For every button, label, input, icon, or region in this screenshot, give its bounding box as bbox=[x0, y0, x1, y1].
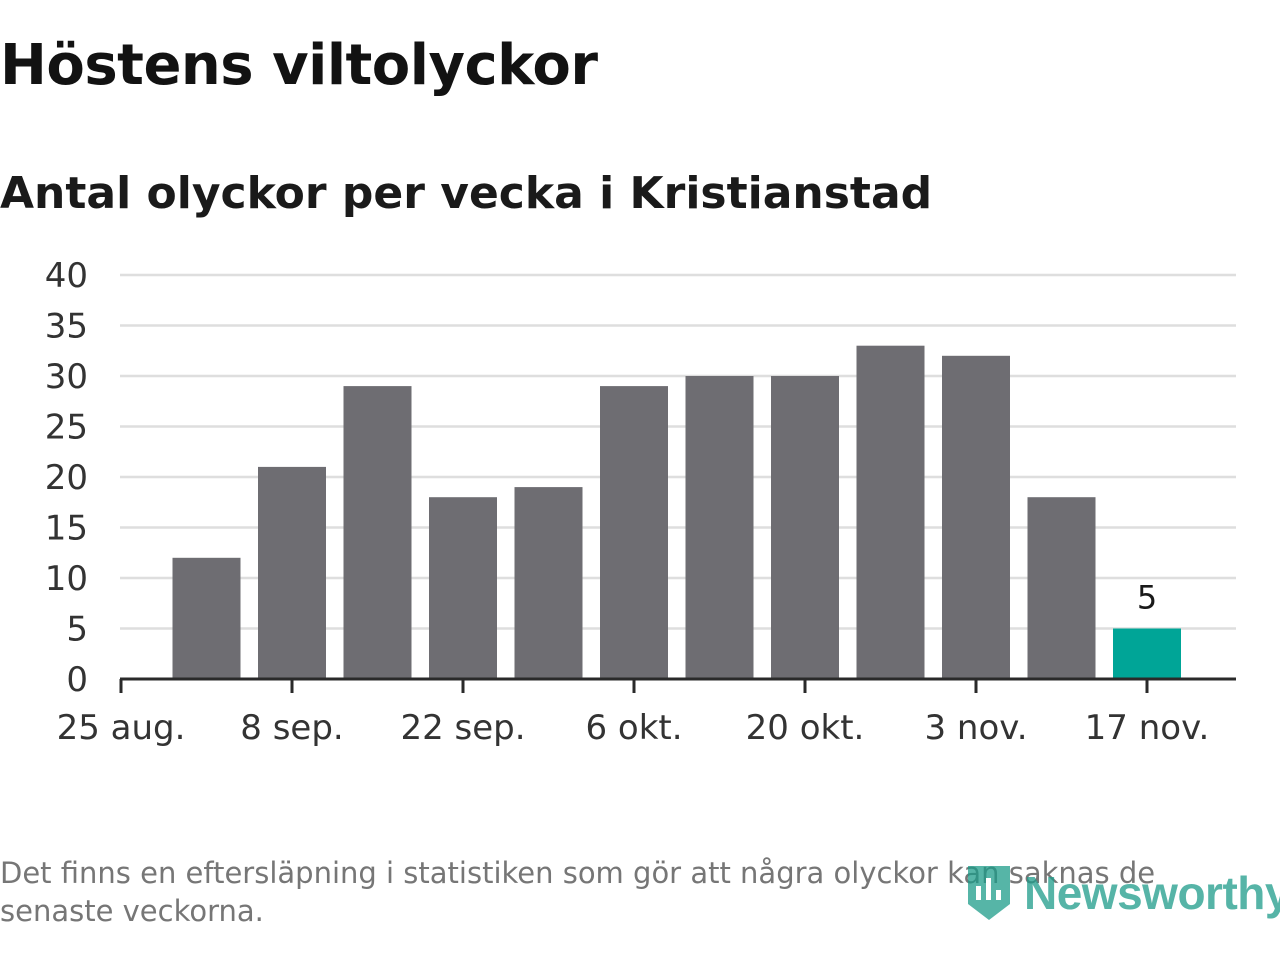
brand-logo: Newsworthy bbox=[962, 860, 1280, 926]
bar-value-label: 5 bbox=[1137, 579, 1157, 617]
bar bbox=[343, 386, 412, 679]
bars bbox=[172, 345, 1181, 679]
x-tick-label: 20 okt. bbox=[746, 708, 865, 748]
y-tick-label: 10 bbox=[45, 559, 88, 599]
bar bbox=[685, 376, 754, 679]
x-tick-label: 3 nov. bbox=[924, 708, 1027, 748]
footnote: Det finns en eftersläpning i statistiken… bbox=[0, 856, 1156, 928]
x-tick-label: 6 okt. bbox=[585, 708, 682, 748]
x-tick-label: 25 aug. bbox=[57, 708, 186, 748]
brand-name: Newsworthy bbox=[1024, 867, 1280, 919]
y-axis-ticks: 0 5 10 15 20 25 30 35 40 bbox=[45, 256, 88, 700]
bar bbox=[172, 557, 241, 679]
bar bbox=[258, 466, 326, 679]
chart-title: Höstens viltolyckor bbox=[0, 33, 598, 98]
bar-chart: 0 5 10 15 20 25 30 35 40 5 25 aug. 8 sep. 22 sep. 6… bbox=[45, 256, 1236, 748]
newsworthy-logo-icon bbox=[968, 866, 1010, 920]
bar bbox=[942, 355, 1010, 679]
bar bbox=[771, 376, 839, 679]
bar bbox=[856, 345, 925, 679]
bar bbox=[429, 497, 497, 679]
y-tick-label: 5 bbox=[66, 610, 88, 650]
bar bbox=[514, 487, 583, 679]
bar bbox=[600, 386, 668, 679]
y-tick-label: 0 bbox=[66, 660, 88, 700]
bar-labels: 5 bbox=[1137, 579, 1157, 617]
y-tick-label: 30 bbox=[45, 357, 88, 397]
y-tick-label: 15 bbox=[45, 509, 88, 549]
grid-lines bbox=[120, 273, 1236, 630]
y-tick-label: 20 bbox=[45, 458, 88, 498]
x-tick-label: 17 nov. bbox=[1085, 708, 1210, 748]
chart-subtitle: Antal olyckor per vecka i Kristianstad bbox=[0, 168, 933, 219]
y-tick-label: 35 bbox=[45, 307, 88, 347]
y-tick-label: 40 bbox=[45, 256, 88, 296]
x-axis-ticks: 25 aug. 8 sep. 22 sep. 6 okt. 20 okt. 3 nov. 1… bbox=[57, 679, 1210, 748]
x-tick-label: 8 sep. bbox=[240, 708, 343, 748]
bar bbox=[1113, 628, 1181, 679]
x-tick-label: 22 sep. bbox=[400, 708, 525, 748]
bar bbox=[1027, 497, 1096, 679]
y-tick-label: 25 bbox=[45, 408, 88, 448]
